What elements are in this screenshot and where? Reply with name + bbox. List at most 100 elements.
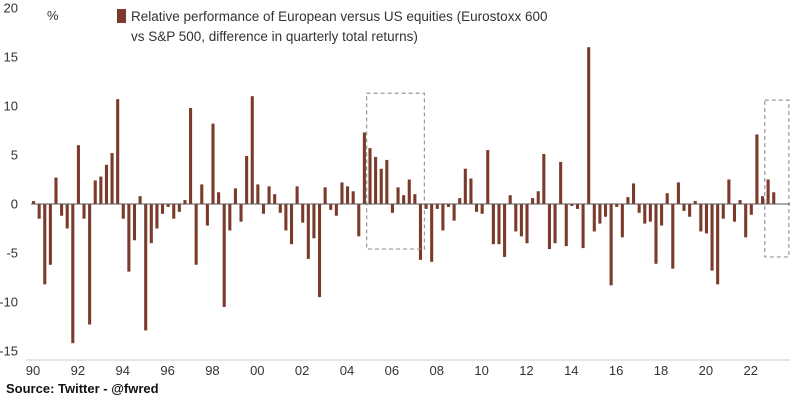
bar <box>575 204 580 209</box>
bar <box>374 156 378 204</box>
bar <box>334 204 338 216</box>
y-tick-label: 15 <box>4 50 18 65</box>
bar <box>744 204 748 238</box>
bar <box>379 168 383 204</box>
bar <box>452 204 456 221</box>
bar <box>491 204 495 245</box>
bar <box>390 204 394 213</box>
bar <box>620 204 624 238</box>
bar <box>289 204 294 245</box>
bar <box>121 204 125 219</box>
bar <box>357 204 361 237</box>
bar <box>222 204 226 307</box>
bar <box>441 204 445 231</box>
bar <box>626 197 630 204</box>
bar <box>424 204 428 209</box>
bar <box>48 204 52 265</box>
bar <box>329 204 333 210</box>
bar <box>261 204 265 214</box>
bar <box>362 132 366 204</box>
highlight-box <box>764 99 790 258</box>
bar <box>592 204 596 232</box>
bar <box>99 176 103 204</box>
bar <box>407 179 411 204</box>
bar <box>710 204 714 271</box>
bar <box>144 204 148 331</box>
bar <box>273 194 277 204</box>
bar <box>88 204 92 325</box>
bar <box>531 198 535 204</box>
bar <box>738 200 742 204</box>
x-tick-label: 14 <box>564 363 578 378</box>
bar <box>693 201 697 204</box>
bar <box>138 196 142 204</box>
bar <box>486 150 490 204</box>
bar <box>189 107 193 204</box>
bar <box>418 204 423 260</box>
bar <box>637 204 641 213</box>
x-tick-label: 98 <box>205 363 219 378</box>
bar <box>413 194 417 204</box>
y-tick-label: 0 <box>11 197 18 212</box>
bar <box>665 193 669 204</box>
bar <box>721 204 725 219</box>
bar <box>323 187 327 204</box>
bar <box>346 186 350 204</box>
bar <box>519 204 523 237</box>
bar <box>93 180 97 204</box>
bar <box>598 204 602 224</box>
bar <box>104 164 108 204</box>
bar <box>217 192 221 204</box>
bar <box>340 182 344 204</box>
x-tick-label: 06 <box>385 363 399 378</box>
bar <box>435 204 439 209</box>
bar <box>32 201 36 204</box>
bar <box>559 161 563 204</box>
bar <box>396 187 400 204</box>
bar <box>704 204 708 234</box>
bar <box>632 183 636 204</box>
bar <box>514 204 518 232</box>
bar <box>732 204 737 222</box>
bar <box>446 204 451 207</box>
bar <box>654 204 658 264</box>
bar <box>132 204 137 241</box>
bar <box>553 204 557 244</box>
bar <box>402 195 406 204</box>
bar <box>65 204 69 229</box>
bar <box>615 204 619 207</box>
y-tick-label: -10 <box>0 295 18 310</box>
bar <box>458 198 462 204</box>
bar <box>603 204 608 217</box>
bar <box>37 204 41 219</box>
bar <box>301 204 305 223</box>
bar <box>245 155 249 204</box>
bar <box>497 204 501 245</box>
bar <box>177 204 181 212</box>
x-axis-ticks: 90 92 94 96 98 00 02 04 06 08 10 12 14 16 18 20 22 <box>26 359 790 378</box>
bar <box>267 186 271 204</box>
bar <box>480 204 484 214</box>
bar <box>503 204 507 257</box>
x-tick-label: 90 <box>26 363 40 378</box>
bar <box>475 204 479 212</box>
bar <box>183 200 187 204</box>
bar <box>643 204 647 224</box>
bar-series <box>32 47 776 344</box>
bar <box>699 204 703 232</box>
bar <box>256 184 260 204</box>
x-tick-label: 10 <box>474 363 488 378</box>
source-credit: Source: Twitter - @fwred <box>6 381 159 396</box>
bar <box>200 184 204 204</box>
bar <box>682 204 686 211</box>
y-tick-label: -5 <box>6 246 18 261</box>
bar <box>155 204 159 229</box>
bar <box>525 204 529 244</box>
bar <box>351 191 355 204</box>
x-tick-label: 04 <box>340 363 354 378</box>
highlight-box <box>366 92 426 250</box>
bar <box>318 204 322 298</box>
bar <box>278 204 282 213</box>
x-tick-label: 96 <box>160 363 174 378</box>
bar <box>312 204 316 239</box>
